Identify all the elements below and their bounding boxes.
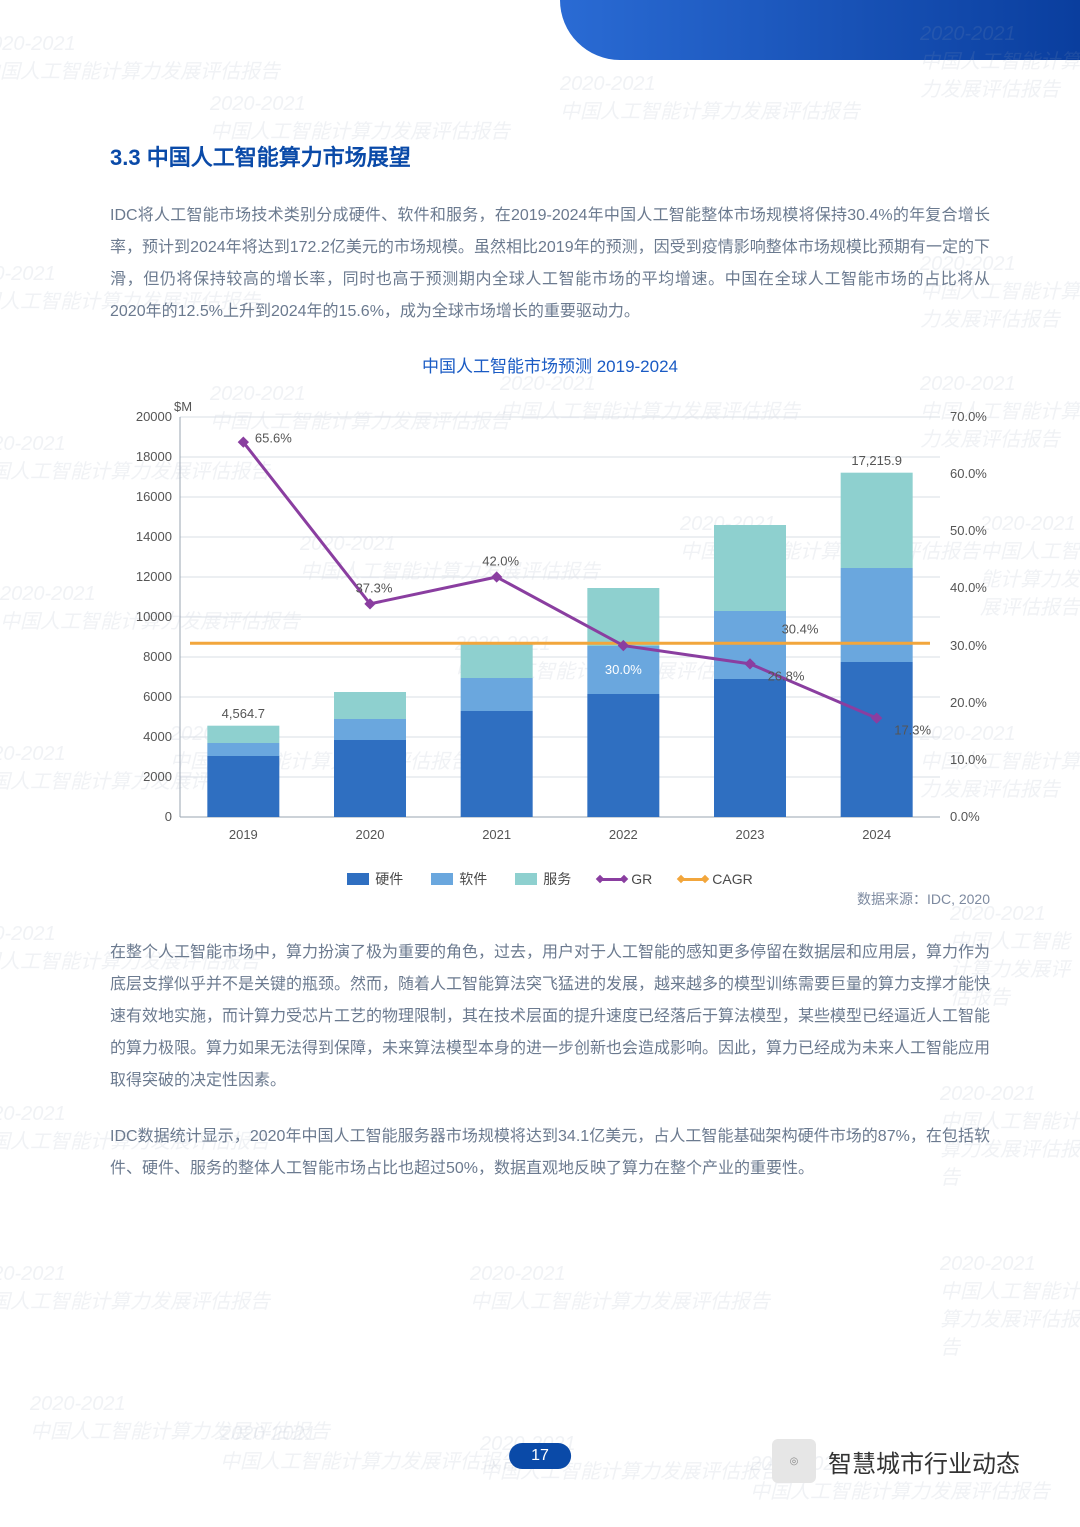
brand-avatar-icon: ◎ xyxy=(772,1439,816,1483)
watermark: 2020-2021中国人工智能计算力发展评估报告 xyxy=(0,30,280,86)
chart-source: 数据来源：IDC, 2020 xyxy=(110,889,990,909)
watermark: 2020-2021中国人工智能计算力发展评估报告 xyxy=(940,1250,1080,1362)
page-content: 3.3 中国人工智能算力市场展望 IDC将人工智能市场技术类别分成硬件、软件和服… xyxy=(110,140,990,1209)
y-right-tick: 50.0% xyxy=(950,523,987,538)
y-left-tick: 16000 xyxy=(112,489,172,504)
legend-gr: GR xyxy=(599,869,652,889)
x-tick: 2019 xyxy=(229,827,258,842)
cagr-label: 30.4% xyxy=(782,622,819,637)
y-left-unit: $M xyxy=(174,399,192,414)
y-right-tick: 0.0% xyxy=(950,809,980,824)
y-left-tick: 18000 xyxy=(112,449,172,464)
y-left-tick: 0 xyxy=(112,809,172,824)
watermark: 2020-2021中国人工智能计算力发展评估报告 xyxy=(560,70,860,126)
bar-inner-label: 30.0% xyxy=(605,662,642,677)
y-right-tick: 40.0% xyxy=(950,580,987,595)
watermark: 2020-2021中国人工智能计算力发展评估报告 xyxy=(30,1390,330,1446)
bar-value-label: 4,564.7 xyxy=(222,706,265,721)
y-right-tick: 60.0% xyxy=(950,466,987,481)
header-curve xyxy=(560,0,1080,60)
y-right-tick: 30.0% xyxy=(950,638,987,653)
x-tick: 2024 xyxy=(862,827,891,842)
y-left-tick: 2000 xyxy=(112,769,172,784)
paragraph-2: 在整个人工智能市场中，算力扮演了极为重要的角色，过去，用户对于人工智能的感知更多… xyxy=(110,937,990,1097)
bar-value-label: 17,215.9 xyxy=(851,453,902,468)
y-right-tick: 20.0% xyxy=(950,695,987,710)
footer-brand-text: 智慧城市行业动态 xyxy=(828,1444,1020,1479)
chart-title: 中国人工智能市场预测 2019-2024 xyxy=(110,352,990,377)
paragraph-3: IDC数据统计显示，2020年中国人工智能服务器市场规模将达到34.1亿美元，占… xyxy=(110,1121,990,1185)
forecast-chart: $M 0 2000 4000 6000 8000 10000 12000 14000 16000 1… xyxy=(110,397,1010,857)
legend-service: 服务 xyxy=(515,869,571,889)
watermark: 2020-2021中国人工智能计算力发展评估报告 xyxy=(0,1260,270,1316)
legend-software: 软件 xyxy=(431,869,487,889)
y-left-tick: 4000 xyxy=(112,729,172,744)
y-left-tick: 6000 xyxy=(112,689,172,704)
y-left-tick: 12000 xyxy=(112,569,172,584)
x-tick: 2023 xyxy=(736,827,765,842)
x-tick: 2021 xyxy=(482,827,511,842)
gr-point-label: 42.0% xyxy=(482,554,519,569)
page-number-badge: 17 xyxy=(509,1443,571,1469)
watermark: 2020-2021中国人工智能计算力发展评估报告 xyxy=(470,1260,770,1316)
gr-point-label: 17.3% xyxy=(894,723,931,738)
y-left-tick: 10000 xyxy=(112,609,172,624)
chart-legend: 硬件 软件 服务 GR CAGR xyxy=(110,869,990,889)
gr-point-label: 37.3% xyxy=(356,580,393,595)
gr-point-label: 65.6% xyxy=(255,431,292,446)
y-right-tick: 10.0% xyxy=(950,752,987,767)
legend-cagr: CAGR xyxy=(680,869,752,889)
watermark: 2020-2021中国人工智能计算力发展评估报告 xyxy=(220,1420,520,1476)
x-tick: 2022 xyxy=(609,827,638,842)
section-heading: 3.3 中国人工智能算力市场展望 xyxy=(110,140,990,172)
footer-brand: ◎ 智慧城市行业动态 xyxy=(772,1439,1020,1483)
gr-point-label: 26.8% xyxy=(768,668,805,683)
y-left-tick: 20000 xyxy=(112,409,172,424)
y-left-tick: 8000 xyxy=(112,649,172,664)
y-right-tick: 70.0% xyxy=(950,409,987,424)
watermark: 2020-2021中国人工智能计算力发展评估报告 xyxy=(210,90,510,146)
paragraph-1: IDC将人工智能市场技术类别分成硬件、软件和服务，在2019-2024年中国人工… xyxy=(110,200,990,328)
x-tick: 2020 xyxy=(356,827,385,842)
y-left-tick: 14000 xyxy=(112,529,172,544)
legend-hardware: 硬件 xyxy=(347,869,403,889)
